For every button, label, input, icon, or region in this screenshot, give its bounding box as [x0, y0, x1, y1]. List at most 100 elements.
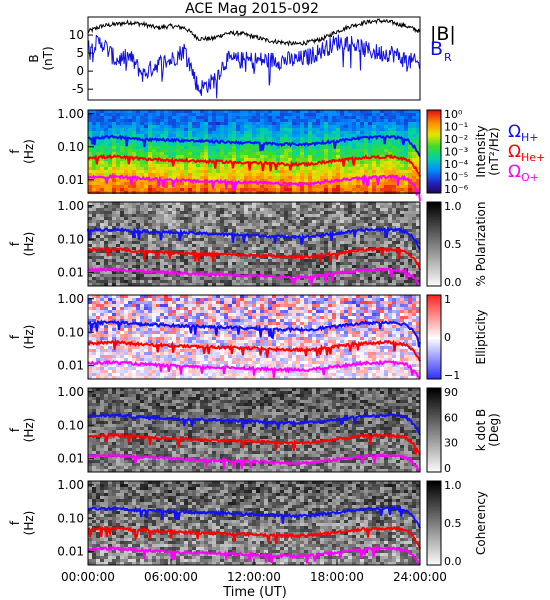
x-tick-label: 18:00:00: [310, 570, 364, 584]
y-axis-label: f: [8, 427, 22, 432]
gyrofrequency-line-He: [87, 246, 421, 271]
y-axis-label: (Hz): [22, 325, 36, 350]
y-axis-label: f: [8, 241, 22, 246]
y-tick-label: -5: [72, 82, 84, 96]
panel-frame: [87, 387, 421, 473]
colorbar: 1 0 −1 Ellipticity: [426, 293, 488, 382]
y-axis-label: (Hz): [22, 418, 36, 443]
panel-coherency: 1.00 0.10 0.01 f (Hz) 1.0 0.5 0.0 Coherency: [8, 478, 488, 568]
colorbar: 1.0 0.5 0.0 Coherency: [426, 479, 488, 568]
panel-k-dot-b: 1.00 0.10 0.01 f (Hz) 90 60 30 0 k dot B (Deg): [8, 385, 501, 475]
colorbar: 90 60 30 0 k dot B (Deg): [426, 386, 501, 475]
gyrofrequency-line-He: [87, 525, 421, 550]
spectrogram-image: [88, 388, 420, 472]
colorbar-tick-label: 30: [444, 437, 458, 450]
colorbar-tick-label: 10⁻¹: [444, 121, 468, 134]
y-tick-label: 1.00: [57, 199, 84, 213]
colorbar-frame: [426, 109, 442, 194]
colorbar-tick-label: 0: [444, 331, 451, 344]
y-tick-label: 0.10: [57, 232, 84, 246]
colorbar-label: % Polarization: [474, 202, 488, 287]
colorbar-tick-label: 0: [444, 462, 451, 475]
y-tick-label: 0: [76, 64, 84, 78]
spectrogram-image: [88, 481, 420, 565]
x-tick-label: 06:00:00: [144, 570, 198, 584]
x-tick-label: 12:00:00: [227, 570, 281, 584]
x-axis: 00:00:00 06:00:00 12:00:00 18:00:00 24:00:00: [61, 559, 447, 584]
series-line: [87, 34, 421, 99]
gyrofrequency-line-O: [87, 266, 421, 287]
y-tick-label: 0.10: [57, 418, 84, 432]
x-tick-label: 24:00:00: [393, 570, 447, 584]
y-tick-label: 5: [76, 46, 84, 60]
gyrofrequency-line-O: [87, 545, 421, 565]
y-tick-label: 1.00: [57, 292, 84, 306]
colorbar-frame: [426, 480, 442, 566]
x-tick-label: 00:00:00: [61, 570, 115, 584]
legend-omega-sub: O+: [521, 171, 539, 184]
y-axis-label: (Hz): [22, 139, 36, 164]
colorbar-tick-label: 60: [444, 411, 458, 424]
y-tick-label: 0.10: [57, 511, 84, 525]
colorbar-label: k dot B: [474, 409, 488, 451]
y-tick-label: 0.01: [57, 173, 84, 187]
colorbar-tick-label: −1: [444, 369, 460, 382]
colorbar-label: Coherency: [474, 491, 488, 555]
y-axis-label: (nT): [41, 46, 55, 70]
colorbar-label: (Deg): [487, 413, 501, 447]
gyrofrequency-line-He: [87, 153, 421, 177]
panel-intensity: 1.00 0.10 0.01 f (Hz) 10⁰10⁻¹10⁻²10⁻³10⁻⁴10⁻⁵…: [8, 107, 545, 202]
y-axis-label: f: [8, 520, 22, 525]
colorbar-tick-label: 10⁻⁴: [444, 158, 469, 171]
colorbar-frame: [426, 294, 442, 380]
legend-omega-H: Ω: [508, 122, 521, 142]
legend-omega-sub: He+: [521, 151, 545, 164]
panel-frame: [87, 294, 421, 380]
y-axis-label: B: [27, 54, 41, 62]
y-tick-label: 1.00: [57, 107, 84, 121]
colorbar-label: (nT²/Hz): [487, 127, 501, 175]
legend-omega-He: Ω: [508, 142, 521, 162]
spectrogram-image: [88, 295, 420, 379]
panel-frame: [87, 109, 421, 194]
gyrofrequency-line-H: [87, 318, 421, 348]
figure-title: ACE Mag 2015-092: [185, 1, 319, 17]
legend-BR: B: [430, 38, 443, 60]
y-tick-label: 10: [69, 28, 84, 42]
legend-omega-O: Ω: [508, 162, 521, 182]
gyrofrequency-line-H: [87, 412, 421, 436]
gyrofrequency-line-He: [87, 432, 421, 456]
panel-polarization: 1.00 0.10 0.01 f (Hz) 1.0 0.5 0.0 % Polarization: [8, 199, 488, 289]
y-tick-label: 0.10: [57, 325, 84, 339]
gyrofrequency-line-O: [87, 452, 421, 473]
colorbar-tick-label: 90: [444, 386, 458, 399]
y-tick-label: 0.01: [57, 452, 84, 466]
colorbar-tick-label: 0.0: [444, 276, 462, 289]
gyrofrequency-line-H: [87, 134, 421, 158]
colorbar-tick-label: 1.0: [444, 479, 462, 492]
colorbar-label: Intensity: [474, 125, 488, 177]
colorbar-label: Ellipticity: [474, 310, 488, 365]
colorbar-frame: [426, 201, 442, 287]
gyrofrequency-line-He: [87, 338, 421, 362]
panel-frame: [87, 16, 421, 101]
y-tick-label: 0.01: [57, 545, 84, 559]
panel-frame: [87, 201, 421, 287]
colorbar-frame: [426, 387, 442, 473]
gyrofrequency-line-H: [87, 226, 421, 251]
y-axis-label: (Hz): [22, 232, 36, 257]
legend-omega-sub: H+: [521, 131, 539, 144]
gyrofrequency-line-O: [87, 173, 421, 202]
y-axis-label: f: [8, 149, 22, 154]
colorbar-tick-label: 1: [444, 293, 451, 306]
colorbar-tick-label: 10⁻²: [444, 133, 468, 146]
colorbar: 1.0 0.5 0.0 % Polarization: [426, 200, 488, 289]
legend-BR-sub: R: [444, 51, 452, 64]
colorbar-tick-label: 10⁻⁶: [444, 183, 469, 196]
y-tick-label: 0.01: [57, 359, 84, 373]
colorbar-tick-label: 10⁻³: [444, 146, 468, 159]
spectrogram-image: [88, 202, 420, 286]
